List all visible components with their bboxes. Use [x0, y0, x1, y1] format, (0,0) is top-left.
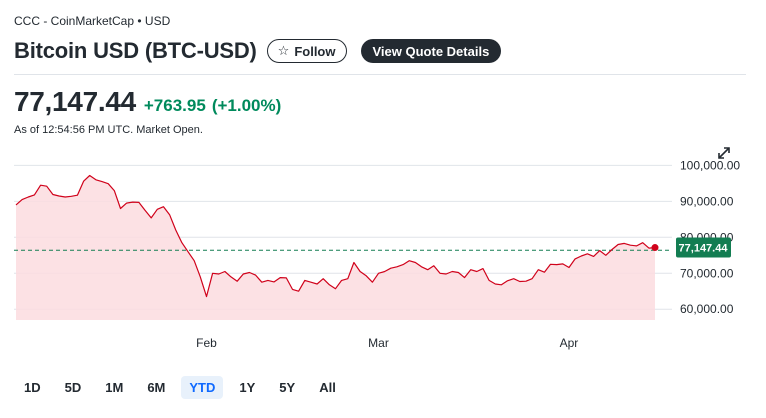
y-tick-label: 90,000.00 [680, 194, 734, 208]
price-change: +763.95 [143, 96, 206, 115]
current-price-tag: 77,147.44 [676, 237, 731, 258]
y-tick-label: 100,000.00 [680, 160, 740, 172]
as-of-timestamp: As of 12:54:56 PM UTC. Market Open. [14, 124, 203, 136]
range-button-5d[interactable]: 5D [64, 380, 82, 395]
view-quote-details-button[interactable]: View Quote Details [360, 39, 502, 63]
current-price: 77,147.44 [14, 86, 136, 117]
price-row: 77,147.44 +763.95 (+1.00%) [14, 86, 281, 118]
y-tick-label: 70,000.00 [680, 266, 734, 280]
header-divider [14, 74, 746, 75]
range-button-ytd[interactable]: YTD [181, 376, 224, 399]
range-button-1y[interactable]: 1Y [239, 380, 256, 395]
range-button-1m[interactable]: 1M [105, 380, 124, 395]
y-tick-label: 60,000.00 [680, 302, 734, 316]
price-chart[interactable]: 100,000.0090,000.0080,000.0070,000.0060,… [0, 160, 766, 360]
range-button-all[interactable]: All [319, 380, 336, 395]
x-tick-label: Mar [368, 336, 389, 350]
price-change-percent: (+1.00%) [211, 96, 282, 115]
range-button-5y[interactable]: 5Y [279, 380, 296, 395]
price-line [15, 174, 656, 298]
current-price-tag-text: 77,147.44 [679, 243, 729, 255]
follow-label: Follow [294, 43, 336, 59]
range-selector: 1D 5D 1M 6M YTD 1Y 5Y All [16, 376, 352, 399]
x-tick-label: Feb [196, 336, 217, 350]
title-row: Bitcoin USD (BTC-USD) ☆ Follow View Quot… [14, 38, 502, 64]
current-price-dot [651, 244, 659, 252]
price-area-fill [16, 175, 655, 320]
range-button-6m[interactable]: 6M [147, 380, 166, 395]
star-icon: ☆ [277, 43, 290, 58]
x-tick-label: Apr [560, 336, 579, 350]
quote-source: CCC - CoinMarketCap • USD [14, 14, 171, 28]
expand-icon[interactable] [716, 145, 732, 161]
range-button-1d[interactable]: 1D [24, 380, 41, 395]
follow-button[interactable]: ☆ Follow [266, 39, 347, 63]
page-title: Bitcoin USD (BTC-USD) [14, 38, 257, 63]
